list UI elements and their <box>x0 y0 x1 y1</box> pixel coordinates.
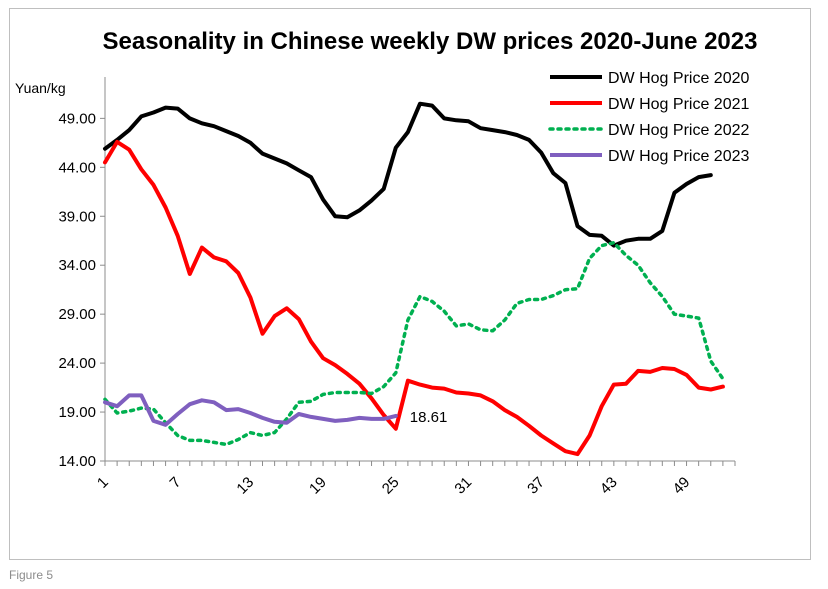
x-tick-label: 1 <box>94 474 112 492</box>
x-tick-label: 7 <box>167 474 185 492</box>
end-value-annotation: 18.61 <box>410 409 448 426</box>
y-tick-label: 39.00 <box>58 208 96 225</box>
x-tick-label: 31 <box>451 474 475 498</box>
y-tick-label: 19.00 <box>58 404 96 421</box>
series-line-dw-hog-price-2021 <box>103 139 725 457</box>
x-tick-label: 37 <box>524 474 548 498</box>
y-tick-label: 14.00 <box>58 453 96 470</box>
series-line-dw-hog-price-2022 <box>103 240 725 447</box>
y-tick-label: 29.00 <box>58 306 96 323</box>
chart-title: Seasonality in Chinese weekly DW prices … <box>103 28 758 55</box>
x-tick-label: 25 <box>379 474 403 498</box>
series-line-dw-hog-price-2023 <box>103 393 398 427</box>
y-axis-label: Yuan/kg <box>15 80 66 96</box>
legend: DW Hog Price 2020 DW Hog Price 2021 DW Hog… <box>548 70 749 165</box>
x-tick-label: 49 <box>670 474 694 498</box>
y-tick-label: 24.00 <box>58 355 96 372</box>
y-tick-label: 34.00 <box>58 257 96 274</box>
x-tick-label: 19 <box>306 474 330 498</box>
y-axis-ticks: 14.00 19.00 24.00 29.00 34.00 39.00 44.00 49.00 <box>58 110 105 470</box>
legend-label: DW Hog Price 2021 <box>608 96 749 113</box>
legend-label: DW Hog Price 2022 <box>608 122 749 139</box>
chart-frame: Seasonality in Chinese weekly DW prices … <box>9 8 811 560</box>
legend-label: DW Hog Price 2020 <box>608 70 749 87</box>
x-tick-label: 43 <box>597 474 621 498</box>
x-axis-ticks: 1 7 13 19 25 31 37 43 49 <box>94 461 736 498</box>
series-layer <box>103 101 725 457</box>
legend-label: DW Hog Price 2023 <box>608 148 749 165</box>
x-tick-label: 13 <box>233 474 257 498</box>
y-tick-label: 49.00 <box>58 110 96 127</box>
figure-caption: Figure 5 <box>9 568 54 582</box>
y-tick-label: 44.00 <box>58 159 96 176</box>
line-chart: Seasonality in Chinese weekly DW prices … <box>15 28 758 498</box>
